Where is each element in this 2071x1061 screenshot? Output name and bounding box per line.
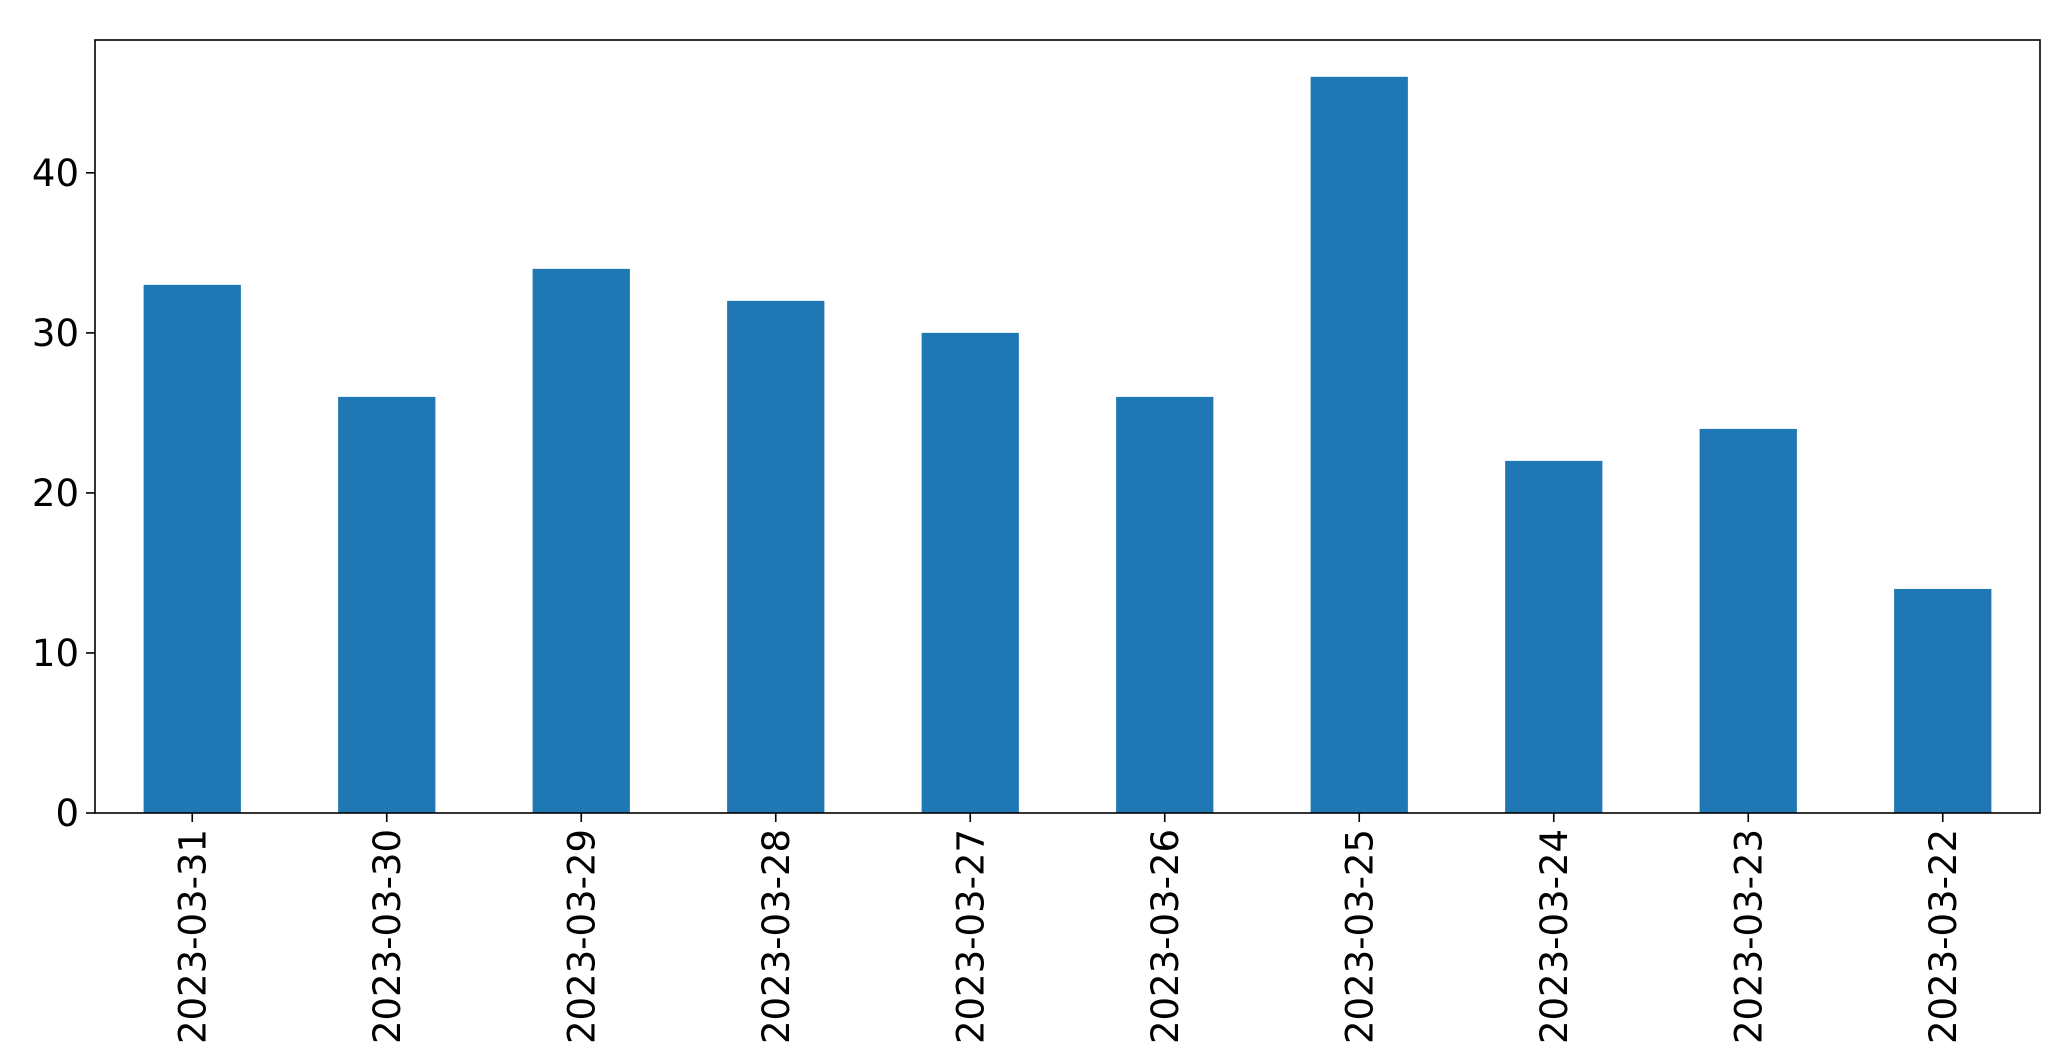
x-tick-label: 2023-03-22	[1922, 829, 1965, 1044]
ticks-layer: 0 10 20 30 40 2023-03-31 2023-03-30 2023-03-29 2…	[32, 152, 1965, 1044]
bar-2023-03-29	[532, 268, 630, 813]
bar-2023-03-25	[1310, 76, 1408, 814]
x-tick-label: 2023-03-23	[1727, 829, 1770, 1044]
bar-2023-03-27	[921, 332, 1019, 813]
plot-frame	[94, 39, 2041, 814]
bar-2023-03-26	[1116, 396, 1214, 813]
x-tick-label: 2023-03-31	[171, 829, 214, 1044]
y-tick-label: 40	[32, 152, 79, 195]
bar-2023-03-22	[1894, 588, 1992, 813]
bar-2023-03-28	[727, 300, 825, 813]
bar-2023-03-24	[1505, 460, 1603, 813]
bar-2023-03-23	[1699, 428, 1797, 813]
axes-layer	[94, 39, 2041, 814]
x-tick-label: 2023-03-24	[1533, 829, 1576, 1044]
x-tick-label: 2023-03-25	[1338, 829, 1381, 1044]
bars-layer	[143, 76, 1992, 814]
x-tick-label: 2023-03-27	[949, 829, 992, 1044]
y-tick-label: 0	[55, 792, 79, 835]
bar-2023-03-30	[338, 396, 436, 813]
x-tick-label: 2023-03-30	[366, 829, 409, 1044]
y-tick-label: 10	[32, 632, 79, 675]
y-tick-label: 20	[32, 472, 79, 515]
y-tick-label: 30	[32, 312, 79, 355]
x-tick-label: 2023-03-28	[755, 829, 798, 1044]
bar-2023-03-31	[143, 284, 241, 813]
x-tick-label: 2023-03-26	[1144, 829, 1187, 1044]
x-tick-label: 2023-03-29	[560, 829, 603, 1044]
